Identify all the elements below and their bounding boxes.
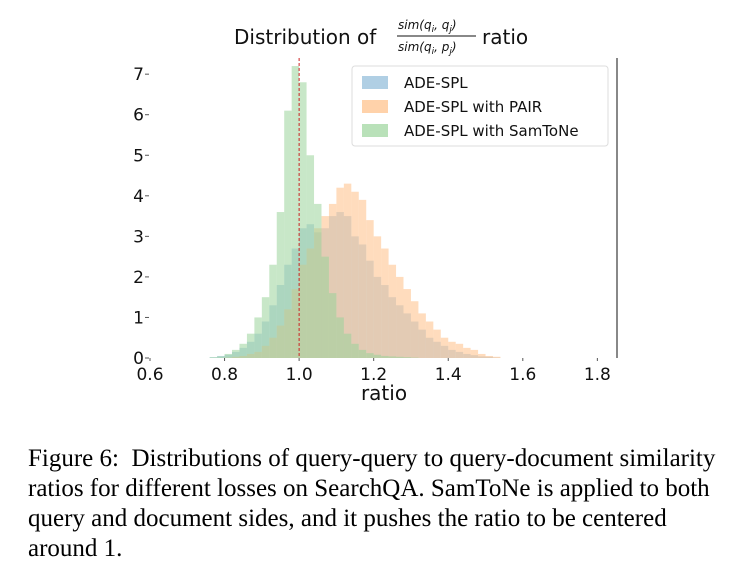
series-3-bars	[209, 66, 419, 358]
bar-2-30	[448, 341, 456, 358]
bar-3-19	[351, 343, 359, 358]
bar-3-2	[224, 353, 233, 358]
bar-3-14	[314, 203, 322, 358]
bar-3-10	[284, 110, 292, 358]
chart-title: Distribution of sim(qi, qj) sim(qi, pj) …	[234, 18, 528, 57]
bar-2-23	[396, 276, 404, 358]
histogram-chart: Distribution of sim(qi, qj) sim(qi, pj) …	[133, 18, 618, 405]
y-tick-label: 1	[133, 308, 144, 328]
bar-2-15	[336, 187, 344, 358]
x-tick-label: 1.2	[360, 365, 387, 385]
bar-2-32	[463, 347, 471, 358]
x-tick-label: 1.8	[584, 365, 611, 385]
bar-3-25	[396, 356, 404, 358]
bar-3-16	[328, 293, 337, 358]
y-tick-label: 5	[133, 146, 144, 166]
title-prefix: Distribution of	[234, 25, 377, 49]
x-tick-label: 0.6	[136, 365, 163, 385]
bar-2-29	[440, 337, 449, 358]
histogram-bars	[209, 66, 501, 358]
x-tick-label: 1.6	[509, 365, 536, 385]
bar-2-16	[343, 183, 352, 358]
bar-2-17	[351, 191, 359, 358]
bar-3-0	[209, 357, 218, 358]
legend-swatch	[362, 124, 388, 137]
figure-caption: Figure 6: Distributions of query-query t…	[28, 444, 728, 564]
title-suffix: ratio	[482, 25, 528, 49]
bar-3-21	[366, 353, 374, 358]
legend-label: ADE-SPL	[404, 74, 468, 92]
title-denominator: sim(qi, pj)	[398, 40, 457, 57]
bar-3-12	[299, 82, 307, 358]
legend-swatch	[362, 76, 388, 89]
bar-2-21	[381, 248, 389, 358]
bar-3-20	[358, 349, 367, 358]
y-tick-label: 4	[133, 187, 144, 207]
bar-3-22	[373, 354, 382, 358]
bar-2-27	[425, 321, 434, 358]
y-axis-ticks: 0 1 2 3 4 5 6 7	[133, 65, 149, 369]
bar-3-5	[246, 333, 255, 358]
legend-box	[351, 65, 609, 147]
x-axis-ticks: 0.6 0.8 1.0 1.2 1.4 1.6 1.8	[136, 358, 611, 385]
x-tick-label: 1.0	[286, 365, 313, 385]
bar-2-28	[433, 329, 441, 358]
bar-2-36	[492, 356, 501, 358]
bar-2-19	[366, 220, 374, 358]
legend-label: ADE-SPL with SamToNe	[404, 122, 579, 140]
x-tick-label: 0.8	[211, 365, 238, 385]
bar-2-26	[418, 313, 426, 358]
bar-2-25	[410, 301, 419, 358]
bar-3-13	[306, 155, 315, 358]
bar-3-3	[232, 349, 240, 358]
bar-3-11	[291, 66, 300, 358]
bar-3-26	[403, 357, 411, 358]
bar-3-18	[343, 333, 352, 358]
bar-3-24	[388, 356, 397, 358]
title-numerator: sim(qi, qj)	[398, 18, 457, 35]
bar-2-22	[388, 264, 397, 358]
y-tick-label: 2	[133, 268, 144, 288]
bar-3-1	[217, 356, 225, 358]
bar-2-34	[478, 353, 486, 358]
bar-3-7	[261, 297, 270, 358]
bar-3-9	[276, 212, 285, 358]
x-tick-label: 1.4	[435, 365, 462, 385]
y-tick-label: 3	[133, 227, 144, 247]
y-tick-label: 7	[133, 65, 144, 85]
legend-items: ADE-SPL ADE-SPL with PAIR ADE-SPL with Sam…	[362, 74, 579, 140]
legend: ADE-SPL ADE-SPL with PAIR ADE-SPL with Sam…	[351, 65, 609, 147]
y-tick-label: 0	[133, 349, 144, 369]
bar-2-14	[328, 203, 337, 358]
legend-swatch	[362, 100, 388, 113]
bar-3-15	[321, 256, 329, 358]
bar-3-23	[381, 355, 389, 358]
y-tick-label: 6	[133, 106, 144, 126]
bar-2-33	[470, 349, 479, 358]
bar-3-6	[254, 317, 262, 358]
bar-2-18	[358, 199, 367, 358]
caption-label: Figure 6:	[28, 445, 119, 472]
bar-2-20	[373, 236, 382, 358]
bar-3-4	[239, 343, 247, 358]
x-axis-label: ratio	[361, 381, 407, 405]
bar-3-8	[269, 264, 277, 358]
bar-2-35	[485, 355, 493, 358]
caption-text: Distributions of query-query to query-do…	[28, 445, 716, 562]
legend-label: ADE-SPL with PAIR	[404, 98, 542, 116]
bar-2-31	[455, 343, 464, 358]
bar-3-17	[336, 317, 344, 358]
bar-2-24	[403, 289, 411, 358]
